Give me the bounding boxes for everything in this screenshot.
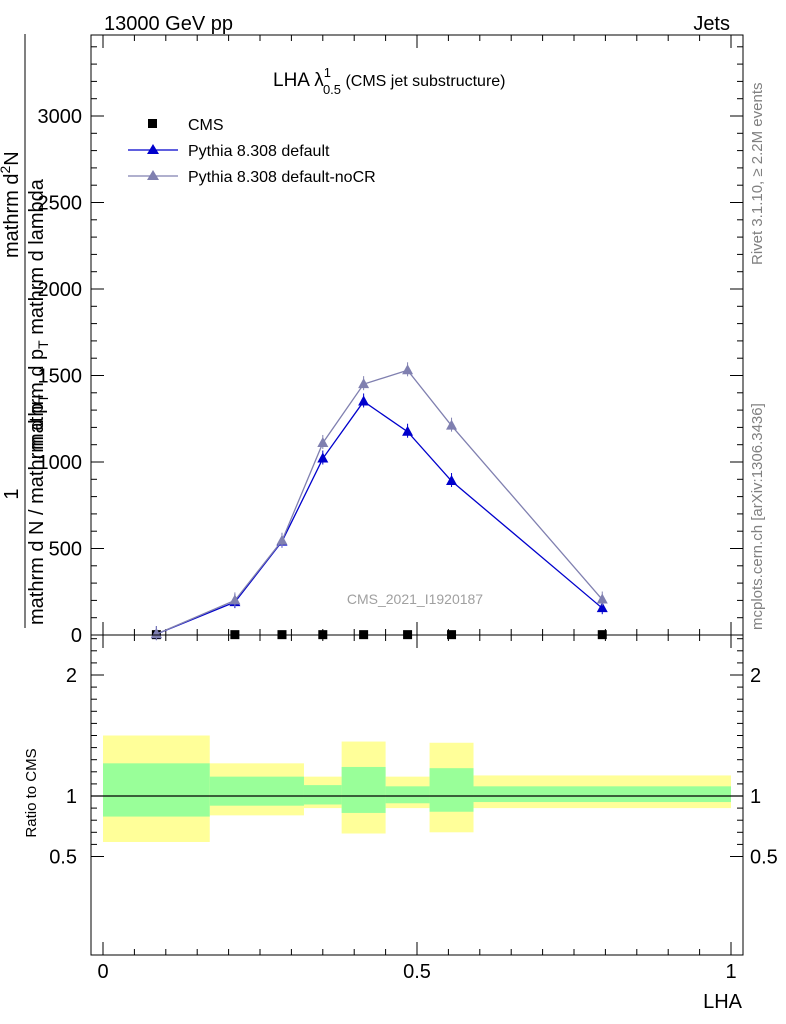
- y-label-top-main: mathrm d: [1, 174, 23, 258]
- ratio-ytick-label: 1: [66, 786, 77, 808]
- series-point: [358, 395, 370, 406]
- y-label-top-rest: N: [1, 151, 23, 165]
- main-ytick-label: 3000: [38, 106, 83, 128]
- chart-title-sub: 0.5: [323, 82, 341, 97]
- xtick-label: 1: [725, 961, 736, 983]
- series-point: [446, 419, 458, 430]
- y-label-bottom-main: mathrm d p: [26, 349, 48, 450]
- series-point: [402, 364, 414, 375]
- ratio-x-axis: 0 0.5 1: [97, 635, 737, 983]
- main-ytick-label: 1500: [38, 366, 83, 388]
- y-label-top: mathrm d2N: [0, 151, 23, 258]
- legend-cms-label: CMS: [188, 117, 224, 134]
- chart-title-rest: (CMS jet substructure): [341, 73, 505, 90]
- main-ytick-label: 1000: [38, 452, 83, 474]
- series-point: [276, 534, 288, 545]
- main-ytick-label: 2500: [38, 193, 83, 215]
- main-panel: LHA λ1 0.5 (CMS jet substructure) CMS_202…: [0, 34, 744, 647]
- analysis-watermark: CMS_2021_I1920187: [347, 591, 483, 607]
- main-ytick-label: 2000: [38, 279, 83, 301]
- legend-cms-marker: [148, 119, 157, 128]
- legend: CMS Pythia 8.308 default Pythia 8.308 de…: [128, 117, 376, 186]
- series-line: [156, 400, 603, 635]
- xtick-label: 0: [97, 961, 108, 983]
- series-line: [156, 369, 603, 635]
- ratio-ytick-label-right: 2: [750, 665, 761, 687]
- ratio-ytick-label-right: 1: [750, 786, 761, 808]
- legend-nocr-label: Pythia 8.308 default-noCR: [188, 169, 376, 186]
- chart-title-main: LHA λ: [273, 70, 324, 91]
- xtick-label: 0.5: [403, 961, 431, 983]
- ratio-band-stat: [209, 776, 304, 806]
- series-point: [358, 378, 370, 389]
- main-y-axis: 0 500 1000 1500 2000 2500 3000: [38, 35, 743, 647]
- ratio-ytick-label-right: 0.5: [750, 847, 778, 869]
- y-label-one: 1: [1, 488, 23, 499]
- main-ytick-label: 500: [49, 539, 82, 561]
- main-y-label: 1 mathrm d N / mathrm d pT mathrm d2N ma…: [0, 34, 51, 628]
- header-left: 13000 GeV pp: [104, 13, 233, 35]
- y-label-denominator: mathrm d N / mathrm d pT: [26, 394, 51, 625]
- series-point: [596, 602, 608, 613]
- series-point: [317, 436, 329, 447]
- series-point: [150, 628, 162, 639]
- legend-default-marker: [147, 144, 159, 154]
- header-right: Jets: [693, 13, 730, 35]
- legend-item-default: Pythia 8.308 default: [128, 143, 330, 160]
- ratio-bands: [91, 735, 743, 842]
- ratio-band-stat: [103, 763, 210, 817]
- series-2: [150, 362, 608, 641]
- ratio-band-stat: [385, 786, 430, 804]
- ratio-band-stat: [303, 785, 342, 805]
- series-point: [317, 452, 329, 463]
- main-ytick-label: 0: [71, 625, 82, 647]
- y-label-bottom-rest: mathrm d lambda: [26, 178, 48, 340]
- side-label-bottom: mcplots.cern.ch [arXiv:1306.3436]: [749, 403, 766, 630]
- x-axis-label: LHA: [703, 991, 743, 1013]
- chart-title: LHA λ1 0.5 (CMS jet substructure): [273, 65, 506, 97]
- series-point: [402, 425, 414, 436]
- y-label-bottom: mathrm d pT mathrm d lambda: [26, 178, 51, 450]
- chart-title-sup: 1: [324, 65, 331, 80]
- ratio-band-stat: [429, 768, 474, 812]
- ratio-y-label: Ratio to CMS: [23, 748, 40, 837]
- legend-item-cms: CMS: [148, 117, 224, 134]
- series-point: [446, 475, 458, 486]
- side-label-top: Rivet 3.1.10, ≥ 2.2M events: [749, 83, 766, 266]
- ratio-ytick-label: 2: [66, 665, 77, 687]
- ratio-panel: 0.5 0.51 12 2 0 0.5 1 Ratio to CMS LHA: [23, 634, 778, 1013]
- y-label-denominator-sub: T: [35, 394, 51, 403]
- ratio-y-axis: 0.5 0.5 1 1 2 2: [49, 638, 778, 869]
- ratio-band-stat: [473, 786, 731, 803]
- series-point: [229, 594, 241, 605]
- ratio-ytick-label: 0.5: [49, 847, 77, 869]
- series-point: [596, 593, 608, 604]
- ratio-band-stat: [341, 766, 386, 813]
- legend-item-nocr: Pythia 8.308 default-noCR: [128, 169, 376, 186]
- y-label-denominator-main: mathrm d N / mathrm d p: [26, 403, 48, 625]
- legend-nocr-marker: [147, 170, 159, 180]
- y-label-top-sup: 2: [0, 166, 13, 174]
- y-label-bottom-sub: T: [35, 340, 51, 349]
- legend-default-label: Pythia 8.308 default: [188, 143, 330, 160]
